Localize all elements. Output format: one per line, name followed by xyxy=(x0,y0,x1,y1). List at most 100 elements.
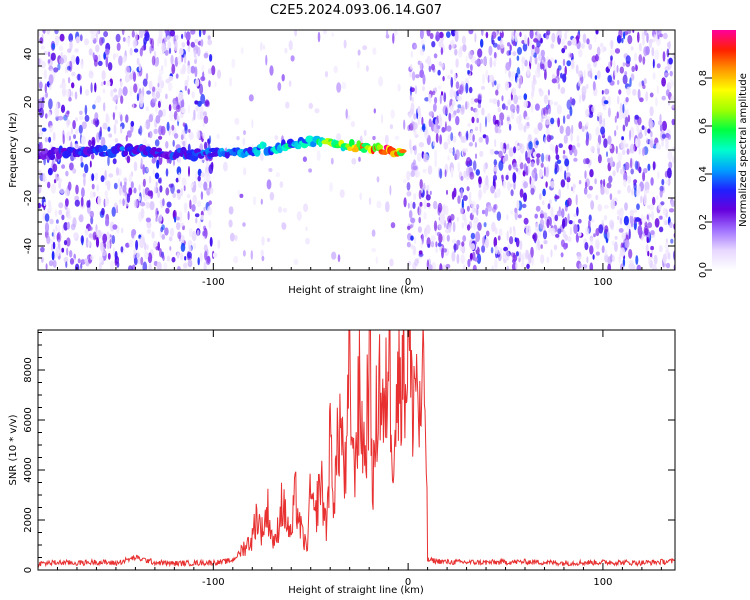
noise-speck xyxy=(403,197,407,208)
noise-speck xyxy=(106,241,111,250)
noise-speck xyxy=(87,255,90,261)
noise-speck xyxy=(433,220,438,232)
noise-speck xyxy=(418,207,423,218)
noise-speck xyxy=(168,75,174,82)
noise-speck xyxy=(591,55,597,63)
noise-speck xyxy=(126,193,131,203)
noise-speck xyxy=(494,80,497,86)
noise-speck xyxy=(670,95,675,103)
noise-speck xyxy=(617,160,621,169)
snr-x-axis: -100 0 100 xyxy=(37,330,662,588)
noise-speck xyxy=(159,214,163,222)
noise-speck xyxy=(185,31,191,41)
noise-speck xyxy=(589,262,594,270)
noise-speck xyxy=(622,103,625,114)
noise-speck xyxy=(84,114,90,122)
noise-speck xyxy=(530,246,534,258)
noise-speck xyxy=(588,133,592,141)
noise-speck xyxy=(540,244,543,249)
noise-speck xyxy=(515,251,520,257)
noise-speck xyxy=(75,56,80,65)
noise-speck xyxy=(542,230,548,240)
noise-speck xyxy=(435,241,438,248)
noise-speck xyxy=(168,104,172,112)
noise-speck xyxy=(422,152,428,163)
noise-speck xyxy=(659,123,663,132)
noise-speck xyxy=(520,262,525,268)
noise-speck xyxy=(576,206,579,217)
noise-speck xyxy=(200,76,206,82)
noise-speck xyxy=(441,247,444,259)
noise-speck xyxy=(195,78,200,87)
noise-speck xyxy=(429,190,432,195)
noise-speck xyxy=(571,37,577,46)
y-tick-label: 2000 xyxy=(23,507,34,532)
noise-speck xyxy=(548,199,552,205)
noise-speck xyxy=(459,84,464,95)
noise-speck xyxy=(497,30,500,35)
noise-speck xyxy=(631,65,635,73)
noise-speck xyxy=(623,232,627,240)
noise-speck xyxy=(146,220,152,229)
noise-speck xyxy=(122,184,127,193)
noise-speck xyxy=(410,200,413,211)
noise-speck xyxy=(638,54,643,63)
noise-speck xyxy=(203,141,208,150)
noise-speck xyxy=(637,31,640,43)
noise-speck xyxy=(409,224,413,229)
noise-speck xyxy=(151,231,155,239)
noise-speck xyxy=(182,63,186,75)
noise-speck xyxy=(233,255,239,264)
noise-speck xyxy=(484,237,489,249)
noise-speck xyxy=(461,35,467,45)
noise-speck xyxy=(389,258,394,267)
noise-speck xyxy=(148,80,153,91)
noise-speck xyxy=(618,89,622,95)
noise-speck xyxy=(475,153,477,159)
noise-speck xyxy=(525,226,529,236)
noise-speck xyxy=(455,58,459,68)
noise-speck xyxy=(172,159,176,166)
noise-speck xyxy=(573,224,578,234)
colorbar-axis: 0.00.20.40.60.8 xyxy=(698,70,712,278)
noise-speck xyxy=(514,31,518,43)
noise-speck xyxy=(118,177,121,189)
noise-speck xyxy=(209,236,213,247)
noise-speck xyxy=(187,46,190,52)
noise-speck xyxy=(557,83,561,90)
colorbar-tick-label: 0.0 xyxy=(698,262,709,278)
noise-speck xyxy=(269,65,274,76)
y-tick-label: 40 xyxy=(23,48,34,61)
noise-speck xyxy=(461,222,464,229)
noise-speck xyxy=(112,158,117,165)
noise-speck xyxy=(547,203,551,210)
noise-speck xyxy=(470,200,476,209)
noise-speck xyxy=(132,103,135,110)
noise-speck xyxy=(562,73,567,83)
noise-speck xyxy=(372,135,376,141)
noise-speck xyxy=(627,175,632,184)
noise-speck xyxy=(475,169,480,176)
noise-speck xyxy=(58,202,64,209)
noise-speck xyxy=(583,69,586,79)
noise-speck xyxy=(668,57,673,65)
noise-speck xyxy=(428,264,433,270)
noise-speck xyxy=(71,82,75,89)
noise-speck xyxy=(119,80,123,88)
noise-speck xyxy=(146,229,152,234)
noise-speck xyxy=(604,253,609,263)
noise-speck xyxy=(39,107,44,119)
noise-speck xyxy=(49,84,52,91)
noise-speck xyxy=(144,251,149,260)
noise-speck xyxy=(146,90,152,95)
noise-speck xyxy=(615,145,618,155)
noise-speck xyxy=(59,187,65,194)
noise-speck xyxy=(510,210,514,215)
noise-speck xyxy=(606,182,612,189)
noise-speck xyxy=(620,168,623,175)
noise-speck xyxy=(465,82,469,94)
noise-speck xyxy=(496,44,501,51)
noise-speck xyxy=(75,184,79,195)
noise-speck xyxy=(470,130,474,135)
